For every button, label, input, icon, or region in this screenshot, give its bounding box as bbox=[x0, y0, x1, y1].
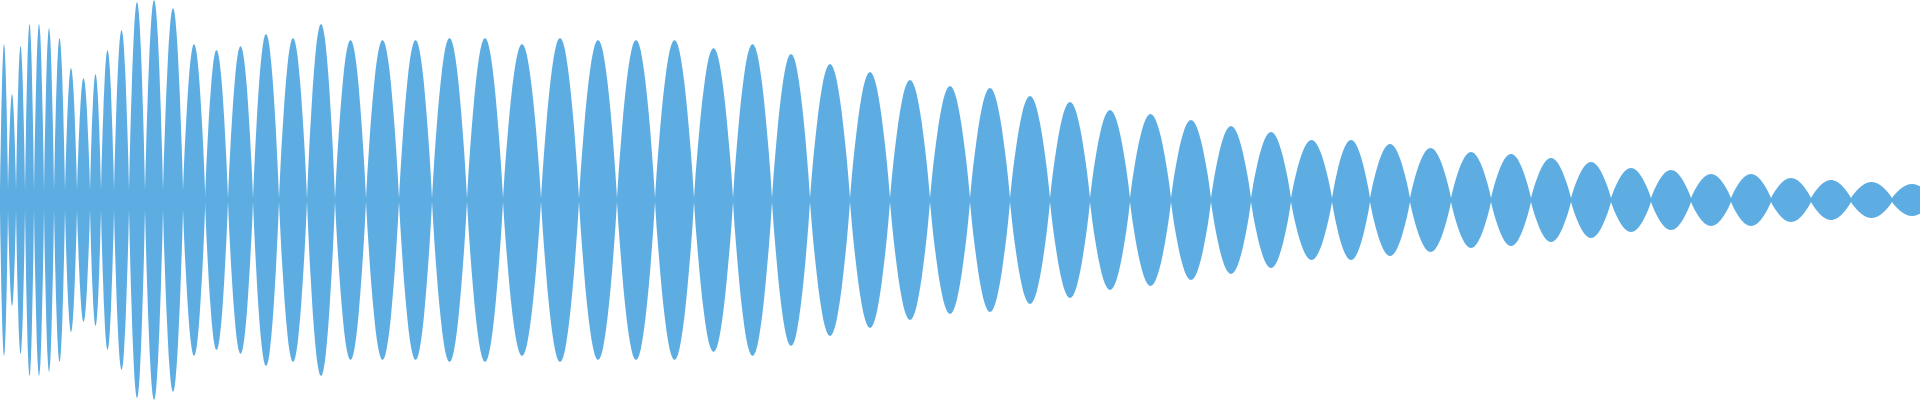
waveform-lobe bbox=[1211, 126, 1251, 274]
waveform-lobe bbox=[253, 34, 279, 366]
waveform-lobe bbox=[1571, 162, 1611, 238]
waveform-lobe bbox=[65, 68, 77, 332]
waveform-lobe bbox=[16, 46, 25, 354]
waveform-lobe bbox=[44, 28, 54, 372]
waveform-lobe bbox=[1611, 168, 1651, 232]
waveform-lobe bbox=[1771, 178, 1811, 222]
waveform-lobe bbox=[307, 24, 335, 376]
waveform-lobe bbox=[850, 72, 890, 328]
waveform-lobe bbox=[1731, 174, 1771, 226]
waveform-lobe bbox=[1332, 140, 1370, 260]
waveform-lobe bbox=[890, 80, 930, 320]
waveform-lobe bbox=[1171, 120, 1211, 280]
waveform-lobe bbox=[25, 24, 34, 376]
waveform-lobe bbox=[335, 40, 366, 360]
waveform-lobe bbox=[1251, 132, 1291, 268]
waveform-lobe bbox=[1531, 158, 1571, 242]
waveform-lobe bbox=[1892, 184, 1920, 216]
waveform-lobe bbox=[77, 78, 90, 322]
waveform-lobe bbox=[90, 74, 101, 326]
waveform-lobe bbox=[694, 48, 733, 352]
waveform-lobe bbox=[54, 38, 65, 362]
waveform-lobe bbox=[1491, 154, 1531, 246]
waveform-lobe bbox=[541, 38, 579, 362]
waveform-lobe bbox=[1691, 174, 1731, 226]
waveform-lobe bbox=[1451, 152, 1491, 248]
waveform-lobe bbox=[8, 94, 16, 306]
waveform-lobe bbox=[1291, 140, 1332, 260]
waveform-lobe bbox=[145, 0, 163, 400]
waveform-lobe bbox=[0, 44, 8, 356]
waveform-lobe bbox=[810, 64, 850, 336]
waveform-lobe bbox=[930, 86, 970, 314]
waveform-lobe bbox=[163, 8, 183, 392]
waveform-lobe bbox=[1050, 102, 1090, 298]
waveform-lobe bbox=[1851, 182, 1892, 218]
waveform-lobe bbox=[655, 40, 694, 360]
waveform-lobe bbox=[101, 50, 114, 350]
waveform-lobe bbox=[129, 2, 145, 398]
waveform-lobe bbox=[183, 44, 205, 356]
waveform-lobe bbox=[279, 38, 307, 362]
waveform-lobe bbox=[1370, 144, 1410, 256]
waveform-lobe bbox=[228, 46, 253, 354]
waveform-lobe bbox=[432, 38, 467, 362]
waveform-lobe bbox=[34, 24, 44, 376]
waveform-lobe bbox=[579, 40, 617, 360]
waveform-lobe bbox=[467, 38, 503, 362]
waveform-lobe bbox=[366, 40, 399, 360]
waveform-lobe bbox=[1130, 114, 1171, 286]
waveform-lobe bbox=[1410, 148, 1451, 252]
waveform-lobe bbox=[1651, 170, 1691, 230]
waveform-lobe bbox=[733, 44, 772, 356]
waveform-lobe bbox=[399, 40, 432, 360]
waveform-lobe bbox=[1010, 96, 1050, 304]
waveform-lobe bbox=[1811, 180, 1851, 220]
waveform-lobe bbox=[114, 30, 129, 370]
waveform-lobe bbox=[772, 54, 810, 346]
waveform-lobe bbox=[617, 40, 655, 360]
waveform-lobe bbox=[205, 50, 228, 350]
waveform-lobe bbox=[970, 88, 1010, 312]
waveform-lobe bbox=[503, 44, 541, 356]
waveform-lobe bbox=[1090, 110, 1130, 290]
